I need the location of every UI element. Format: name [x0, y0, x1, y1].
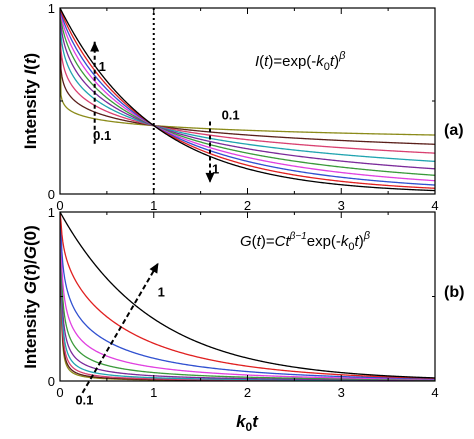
panel-a-y-tick-label: 1 — [48, 1, 55, 16]
panel-a-formula: I(t)=exp(-k0t)β — [255, 50, 346, 73]
panel-a-series-beta-0.1 — [60, 8, 435, 136]
panel-b-annotation: 0.1 — [75, 393, 93, 408]
panel-b-x-tick-label: 1 — [150, 385, 157, 400]
panel-a-curves — [60, 8, 435, 192]
panel-a-y-axis-title: Intensity I(t) — [21, 53, 40, 149]
panel-a-series-beta-1 — [60, 8, 435, 192]
panel-b-x-tick-label: 2 — [244, 385, 251, 400]
panel-a-series-beta-0.2 — [60, 8, 435, 145]
panel-b-x-tick-label: 3 — [338, 385, 345, 400]
panel-b-y-tick-label: 1 — [48, 205, 55, 220]
panel-b-label: (b) — [444, 284, 464, 301]
panel-b-x-tick-label: 4 — [431, 385, 438, 400]
panel-b-annotations: 10.1 — [75, 262, 165, 408]
panel-b-formula: G(t)=Ctβ−1exp(-k0t)β — [240, 230, 371, 253]
panel-b: 0 1 2 3 4 0 1 Intensity G(t)/G(0) G(t)=Ctβ−1ex… — [21, 205, 464, 434]
panel-a-annotation: 1 — [212, 162, 219, 177]
panel-a-series-beta-0.8 — [60, 8, 435, 186]
panel-a: 0 1 2 3 4 0 1 Intensity I(t) I(t)=exp(-k0t)β (… — [21, 1, 464, 213]
panel-b-series-beta-0.9 — [60, 212, 435, 379]
panel-a-y-tick-label: 0 — [48, 187, 55, 202]
panel-b-series-beta-0.8 — [60, 212, 435, 380]
panel-a-series-beta-0.4 — [60, 8, 435, 163]
panel-b-series-beta-1 — [60, 212, 435, 379]
panel-a-series-beta-0.5 — [60, 8, 435, 170]
panel-b-arrow-shaft — [81, 262, 160, 394]
panel-a-x-tick-label: 2 — [244, 198, 251, 213]
panel-a-series-beta-0.9 — [60, 8, 435, 189]
panel-a-annotation: 0.1 — [222, 108, 240, 123]
panel-a-arrow-right-head — [205, 172, 215, 183]
panel-a-series-beta-0.7 — [60, 8, 435, 182]
panel-b-ticks: 0 1 2 3 4 0 1 — [48, 205, 439, 400]
panel-a-x-tick-label: 4 — [431, 198, 438, 213]
panel-b-y-tick-label: 0 — [48, 374, 55, 389]
panel-a-annotations: 1 0.1 0.1 1 — [90, 41, 240, 183]
panel-a-x-tick-label: 0 — [56, 198, 63, 213]
panel-a-x-tick-label: 1 — [150, 198, 157, 213]
panel-a-label: (a) — [444, 122, 464, 139]
panel-a-arrow-left-head — [90, 41, 100, 52]
panel-a-annotation: 0.1 — [93, 128, 111, 143]
panel-a-series-beta-0.6 — [60, 8, 435, 176]
panel-a-annotation: 1 — [99, 59, 106, 74]
panel-a-series-beta-0.3 — [60, 8, 435, 154]
panel-b-y-axis-title: Intensity G(t)/G(0) — [21, 225, 40, 369]
panel-a-x-tick-label: 3 — [338, 198, 345, 213]
panel-b-arrow-head — [149, 262, 159, 274]
x-axis-title: k0t — [236, 412, 259, 434]
panel-b-annotation: 1 — [158, 285, 165, 300]
panel-a-ticks: 0 1 2 3 4 0 1 — [48, 1, 439, 213]
panel-b-x-tick-label: 0 — [56, 385, 63, 400]
